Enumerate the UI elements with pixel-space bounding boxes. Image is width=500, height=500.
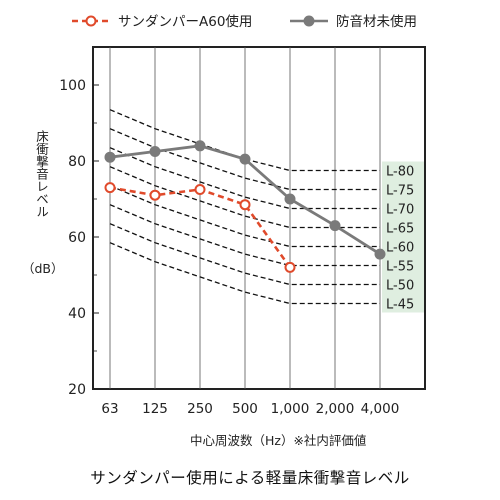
legend-swatch-marker <box>303 15 315 27</box>
data-point <box>149 146 161 157</box>
plot-frame <box>92 46 426 390</box>
x-axis-label: 中心周波数（Hz）※社内評価値 <box>190 433 367 448</box>
x-tick-label: 125 <box>142 401 168 417</box>
reference-curve-label: L-60 <box>386 241 414 256</box>
data-point <box>194 184 206 195</box>
reference-curve <box>109 204 380 267</box>
data-point <box>239 199 251 211</box>
data-point <box>374 248 386 260</box>
y-tick-label: 20 <box>68 382 86 398</box>
reference-curve-label: L-80 <box>386 165 414 180</box>
y-axis-unit: （dB） <box>22 261 64 276</box>
legend-label: 防音材未使用 <box>336 13 417 30</box>
reference-label-box <box>382 161 424 313</box>
y-tick-label: 60 <box>68 230 86 246</box>
x-tick-label: 63 <box>101 401 118 417</box>
reference-curve <box>109 185 380 248</box>
reference-curve-label: L-75 <box>386 184 414 199</box>
reference-curve <box>109 147 380 210</box>
x-tick-label: 500 <box>232 401 258 417</box>
y-tick-label: 40 <box>68 306 86 322</box>
y-axis-label: 床衝撃音レベル <box>34 130 49 218</box>
data-point <box>329 220 341 232</box>
reference-curve <box>109 109 380 172</box>
data-point <box>104 182 116 194</box>
reference-curve <box>109 242 380 305</box>
legend-swatch-marker <box>85 15 97 27</box>
data-point <box>104 151 116 163</box>
x-tick-label: 2,000 <box>316 401 355 417</box>
y-tick-label: 80 <box>68 154 86 170</box>
y-tick-label: 100 <box>59 78 86 94</box>
legend-label: サンダンパーA60使用 <box>118 13 252 30</box>
reference-curve <box>109 223 380 286</box>
data-point <box>149 189 161 201</box>
reference-curve-label: L-50 <box>386 279 414 294</box>
x-tick-label: 1,000 <box>271 401 310 417</box>
reference-curve-label: L-65 <box>386 222 414 237</box>
x-tick-label: 4,000 <box>361 401 400 417</box>
reference-curve-label: L-45 <box>386 298 414 313</box>
data-point <box>194 140 206 152</box>
chart-caption: サンダンパー使用による軽量床衝撃音レベル <box>90 469 410 487</box>
x-tick-label: 250 <box>187 401 213 417</box>
data-point <box>284 193 296 205</box>
reference-curve-label: L-70 <box>386 203 414 218</box>
reference-curve-label: L-55 <box>386 260 414 275</box>
data-point <box>239 153 251 165</box>
data-point <box>284 261 296 273</box>
